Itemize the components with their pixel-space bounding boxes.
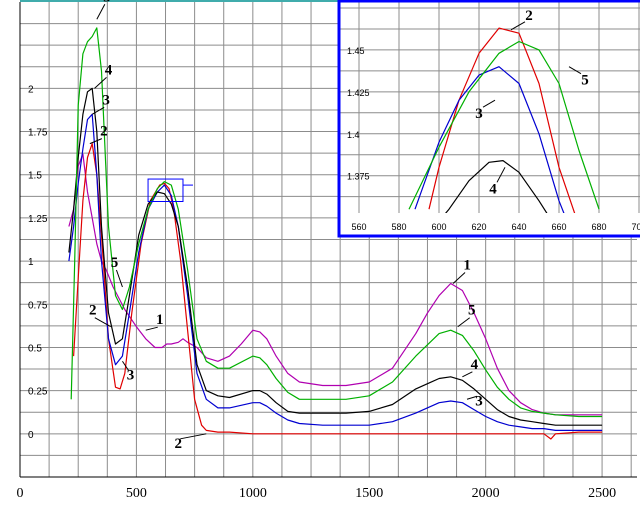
inset-chart: 2 5 3 4 1.375 1.4 1.425 1.45 560 580 600 620 640 660… — [337, 0, 640, 238]
main-label-leader — [89, 138, 103, 145]
main-y-tick-label: 2 — [28, 84, 34, 95]
inset-x-tick-label: 700 — [631, 222, 640, 232]
main-y-tick-label: 1.75 — [28, 128, 48, 139]
main-x-tick-label: 2000 — [472, 486, 500, 501]
main-label-leader — [115, 269, 123, 288]
main-x-tick-label: 2500 — [588, 486, 616, 501]
inset-x-tick-label: 680 — [591, 222, 606, 232]
main-label-leader — [457, 317, 471, 328]
main-x-tick-label: 0 — [17, 486, 24, 501]
main-curve-label-2: 2 — [175, 436, 183, 452]
main-curve-label-5: 5 — [111, 255, 119, 271]
main-series-line-1 — [68, 153, 603, 416]
inset-y-tick-label: 1.375 — [347, 172, 370, 182]
inset-background — [339, 1, 640, 236]
main-chart-lines — [68, 27, 603, 440]
inset-series-group — [408, 27, 600, 213]
inset-label-leader — [496, 167, 506, 183]
inset-series-line-4 — [445, 160, 548, 213]
main-curve-label-1: 1 — [156, 312, 164, 328]
main-label-leader — [96, 4, 106, 20]
inset-x-tick-label: 600 — [431, 222, 446, 232]
inset-chart-grid — [339, 1, 640, 213]
main-series-line-3 — [68, 113, 603, 431]
inset-series-line-3 — [414, 66, 565, 213]
inset-label-leader — [510, 21, 526, 31]
inset-series-line-2 — [428, 27, 576, 213]
main-series-line-5 — [70, 27, 603, 418]
main-x-tick-label: 1000 — [239, 486, 267, 501]
main-curve-label-3: 3 — [127, 367, 135, 383]
main-label-leader — [94, 76, 107, 89]
main-curve-label-5: 5 — [103, 0, 111, 5]
main-y-tick-label: 1.5 — [28, 171, 42, 182]
inset-curve-label-4: 4 — [489, 181, 497, 197]
inset-curve-label-5: 5 — [581, 73, 589, 89]
main-chart-curve-labels: 5 4 3 2 5 2 1 3 2 1 5 4 3 — [89, 0, 483, 452]
main-y-tick-label: 1.25 — [28, 214, 48, 225]
inset-x-tick-label: 660 — [551, 222, 566, 232]
main-y-tick-label: 1 — [28, 257, 34, 268]
inset-curve-label-2: 2 — [525, 8, 533, 24]
main-y-tick-label: 0.25 — [28, 387, 48, 398]
main-label-leader — [462, 371, 473, 378]
main-chart-axes: 0 0.25 0.5 0.75 1 1.25 1.5 1.75 2 0 500 1000 1500 200… — [17, 0, 637, 501]
inset-series-line-5 — [408, 40, 600, 210]
main-x-tick-label: 500 — [126, 486, 147, 501]
main-label-leader — [180, 433, 207, 440]
inset-x-tick-label: 640 — [511, 222, 526, 232]
main-series-line-4 — [68, 87, 603, 426]
inset-y-tick-label: 1.45 — [347, 46, 365, 56]
main-y-tick-label: 0 — [28, 430, 34, 441]
main-curve-label-4: 4 — [105, 62, 113, 78]
main-curve-label-2: 2 — [89, 303, 97, 319]
main-curve-label-4: 4 — [471, 357, 479, 373]
inset-x-tick-label: 580 — [391, 222, 406, 232]
inset-y-tick-label: 1.425 — [347, 88, 370, 98]
main-curve-label-3: 3 — [102, 92, 110, 108]
zoom-region-box — [147, 178, 184, 203]
inset-chart-curve-labels: 2 5 3 4 — [475, 8, 589, 198]
inset-label-leader — [568, 66, 582, 75]
main-label-leader — [452, 272, 466, 284]
inset-chart-axes: 1.375 1.4 1.425 1.45 560 580 600 620 640 660 680 70… — [347, 46, 640, 232]
main-curve-label-5: 5 — [468, 303, 476, 319]
main-label-leader — [145, 326, 158, 331]
inset-chart-lines — [408, 27, 600, 213]
main-label-leader — [91, 106, 105, 115]
inset-curve-label-3: 3 — [475, 106, 483, 122]
inset-x-tick-label: 620 — [471, 222, 486, 232]
inset-x-tick-label: 560 — [351, 222, 366, 232]
main-curve-label-1: 1 — [463, 258, 471, 274]
main-label-leader — [122, 360, 129, 371]
main-curve-label-3: 3 — [475, 393, 483, 409]
main-y-tick-label: 0.5 — [28, 343, 42, 354]
main-label-leader — [466, 395, 478, 400]
inset-frame — [337, 0, 640, 238]
inset-label-leader — [482, 99, 496, 108]
main-curve-label-2: 2 — [100, 124, 108, 140]
main-y-tick-label: 0.75 — [28, 300, 48, 311]
inset-y-tick-label: 1.4 — [347, 130, 360, 140]
main-x-tick-label: 1500 — [355, 486, 383, 501]
main-label-leader — [94, 317, 112, 328]
